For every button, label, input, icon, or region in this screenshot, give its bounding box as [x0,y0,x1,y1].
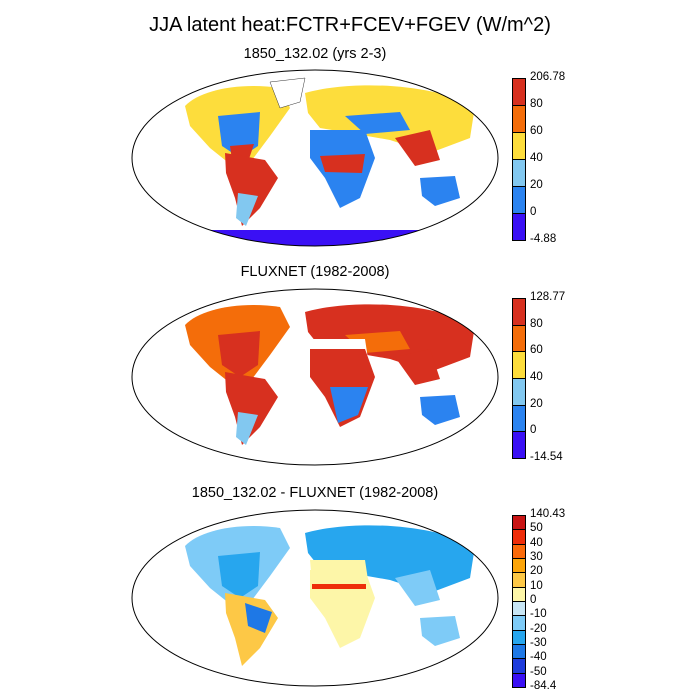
colorbar-label: 20 [530,397,543,410]
colorbar-swatch [512,586,526,602]
north-america-east [218,552,260,598]
south-america [225,593,278,666]
colorbar-swatch [512,558,526,574]
australia [420,176,460,206]
colorbar-label: 60 [530,344,543,357]
figure-title: JJA latent heat:FCTR+FCEV+FGEV (W/m^2) [149,14,551,36]
south-asia [395,570,440,606]
colorbar-label: 206.78 [530,71,566,83]
panel-title-difference: 1850_132.02 - FLUXNET (1982-2008) [191,485,439,501]
colorbar-swatch [512,378,526,406]
colorbar-label: -4.88 [530,233,557,245]
south-america-south [236,412,258,445]
antarctica [170,230,460,246]
colorbar-swatch [512,543,526,559]
colorbar-label: 0 [530,424,537,437]
map-difference-latent-heat [131,509,499,687]
colorbar-swatch [512,159,526,187]
colorbar-label: 50 [530,522,543,535]
africa-south [330,387,368,423]
colorbar-label: 40 [530,152,543,164]
sahel-band [312,584,366,589]
south-asia [395,130,440,166]
australia [420,395,460,425]
colorbar-swatch [512,298,526,326]
africa [310,570,375,648]
colorbar-model: 206.78 80 60 40 20 0 -4.88 [512,71,565,245]
colorbar-swatch [512,186,526,214]
colorbar-swatch [512,644,526,660]
panel-title-model: 1850_132.02 (yrs 2-3) [243,46,387,62]
south-america [225,372,278,445]
colorbar-label: 140.43 [530,508,566,520]
colorbar-swatch [512,78,526,106]
colorbar-label: 30 [530,551,543,563]
map-model-latent-heat [131,69,499,247]
colorbar-label: 80 [530,98,543,110]
colorbar-label: -40 [530,651,547,664]
colorbar-swatch [512,324,526,353]
colorbar-swatch [512,132,526,160]
colorbar-swatch [512,529,526,545]
colorbar-label: -14.54 [530,451,563,463]
colorbar-label: 20 [530,179,543,191]
colorbar-label: 0 [530,594,537,606]
colorbar-label: -30 [530,637,547,649]
colorbar-swatch [512,658,526,674]
colorbar-label: 128.77 [530,291,566,303]
colorbar-swatch [512,404,526,433]
colorbar-label: 60 [530,125,543,137]
south-america-east [245,603,272,633]
colorbar-label: 40 [530,371,543,383]
colorbar-label: 0 [530,206,537,218]
south-america [225,153,278,226]
colorbar-swatch [512,105,526,133]
south-asia [395,349,440,385]
colorbar-swatch [512,351,526,379]
colorbar-fluxnet: 128.77 80 60 40 20 0 -14.54 [512,291,565,463]
colorbar-swatch [512,615,526,631]
eurasia [305,525,475,593]
colorbar-swatch [512,213,526,241]
colorbar-difference: 140.43 50 40 30 20 10 0 -10 -20 -30 -40 -50 -84.4 [512,508,565,692]
colorbar-swatch [512,629,526,645]
map-fluxnet-latent-heat [131,288,499,466]
colorbar-swatch [512,601,526,617]
panel-title-fluxnet: FLUXNET (1982-2008) [240,264,390,280]
colorbar-swatch [512,572,526,588]
colorbar-label: -50 [530,665,547,678]
colorbar-label: 20 [530,565,543,578]
colorbar-label: 10 [530,579,543,592]
australia [420,616,460,646]
colorbar-label: 40 [530,536,543,549]
south-america-south [236,193,258,226]
colorbar-label: -84.4 [530,680,557,692]
greenland [269,77,306,109]
colorbar-label: 80 [530,317,543,330]
north-america-east [218,331,260,377]
central-asia [345,112,410,134]
colorbar-label: -10 [530,608,547,621]
colorbar-swatch [512,672,526,688]
colorbar-swatch [512,431,526,459]
colorbar-swatch [512,515,526,531]
africa-central [320,154,365,173]
colorbar-label: -20 [530,622,547,635]
